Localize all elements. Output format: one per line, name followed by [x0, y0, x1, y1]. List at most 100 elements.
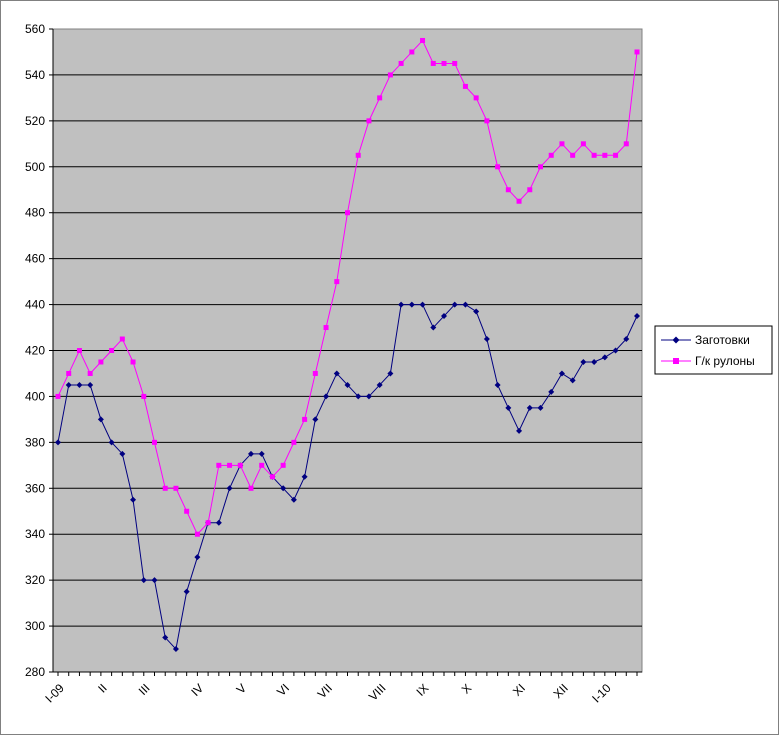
data-point — [151, 577, 158, 584]
data-point — [344, 381, 351, 388]
data-point — [280, 485, 287, 492]
data-point — [409, 49, 415, 55]
data-point — [152, 439, 157, 445]
data-point — [183, 588, 190, 595]
data-point — [87, 381, 94, 388]
data-point — [162, 634, 169, 641]
data-point — [537, 404, 544, 411]
legend-label-zagotovki: Заготовки — [695, 333, 750, 347]
y-tick-label: 480 — [25, 206, 45, 220]
data-point — [227, 462, 233, 468]
y-tick-label: 500 — [25, 160, 45, 174]
y-tick-label: 360 — [25, 481, 45, 495]
data-point — [473, 95, 479, 101]
data-point — [548, 388, 555, 395]
data-point — [237, 462, 243, 468]
data-point — [162, 485, 168, 491]
data-point — [419, 301, 426, 308]
data-point — [312, 370, 318, 376]
legend: Заготовки Г/к рулоны — [654, 325, 773, 375]
y-axis: 280 300 320 340 360 380 400 420 440 460 480 500 520 5… — [25, 22, 54, 679]
data-point — [119, 336, 125, 342]
data-point — [141, 393, 147, 399]
data-point — [333, 370, 340, 377]
data-point — [580, 358, 587, 365]
y-tick-label: 420 — [25, 344, 45, 358]
x-tick-label: I-10 — [589, 681, 614, 706]
data-point — [430, 60, 436, 66]
data-point — [516, 427, 523, 434]
data-point — [376, 381, 383, 388]
data-point — [194, 554, 201, 561]
data-point — [484, 118, 490, 124]
data-point — [612, 347, 619, 354]
data-point — [602, 152, 608, 158]
data-point — [387, 370, 394, 377]
data-point — [538, 164, 543, 170]
data-point — [366, 118, 372, 124]
x-tick-label: I-09 — [42, 681, 67, 706]
data-point — [76, 348, 82, 353]
series-1 — [55, 37, 640, 537]
data-point — [634, 313, 640, 320]
data-point — [290, 496, 297, 503]
x-tick-label: X — [459, 681, 475, 697]
x-tick-label: VI — [274, 681, 292, 699]
y-tick-label: 380 — [25, 435, 45, 449]
data-point — [334, 279, 340, 285]
y-tick-label: 460 — [25, 252, 45, 266]
data-point — [140, 577, 147, 584]
data-point — [355, 152, 361, 158]
data-point — [495, 164, 501, 170]
data-point — [505, 187, 511, 193]
data-point — [516, 198, 522, 204]
data-point — [387, 72, 393, 78]
data-point — [184, 508, 190, 514]
data-point — [205, 520, 211, 526]
data-point — [377, 95, 383, 101]
data-point — [483, 336, 490, 343]
data-point — [365, 393, 372, 400]
data-point — [505, 404, 512, 411]
legend-marker-zagotovki — [672, 336, 680, 344]
data-point — [558, 370, 565, 377]
data-point — [591, 152, 597, 158]
data-point — [98, 359, 104, 365]
data-point — [173, 485, 179, 491]
data-point — [226, 485, 233, 492]
data-point — [526, 404, 533, 411]
data-point — [494, 381, 501, 388]
data-point — [452, 60, 458, 66]
data-point — [323, 325, 329, 331]
data-point — [323, 393, 330, 400]
data-point — [248, 485, 254, 491]
data-point — [548, 152, 554, 158]
data-point — [527, 187, 533, 193]
data-point — [216, 462, 222, 468]
x-tick-label: IX — [414, 681, 432, 699]
x-tick-label: VIII — [366, 681, 389, 704]
x-tick-label: II — [95, 681, 110, 696]
data-point — [87, 370, 93, 376]
data-point — [462, 301, 469, 308]
legend-box — [654, 325, 773, 375]
data-point — [580, 141, 586, 147]
data-point — [312, 416, 319, 423]
x-tick-label: IV — [188, 681, 206, 699]
data-point — [613, 152, 619, 158]
data-point — [215, 519, 222, 526]
data-point — [269, 474, 275, 480]
data-point — [302, 416, 308, 422]
y-tick-label: 400 — [25, 389, 45, 403]
legend-label-rulony: Г/к рулоны — [695, 354, 755, 368]
data-point — [355, 393, 362, 400]
data-point — [623, 336, 630, 343]
data-point — [473, 308, 480, 315]
data-point — [76, 381, 83, 388]
data-point — [66, 370, 72, 376]
data-point — [194, 531, 200, 537]
data-point — [119, 450, 126, 457]
data-point — [420, 37, 426, 43]
data-point — [559, 141, 565, 147]
data-point — [441, 60, 447, 66]
